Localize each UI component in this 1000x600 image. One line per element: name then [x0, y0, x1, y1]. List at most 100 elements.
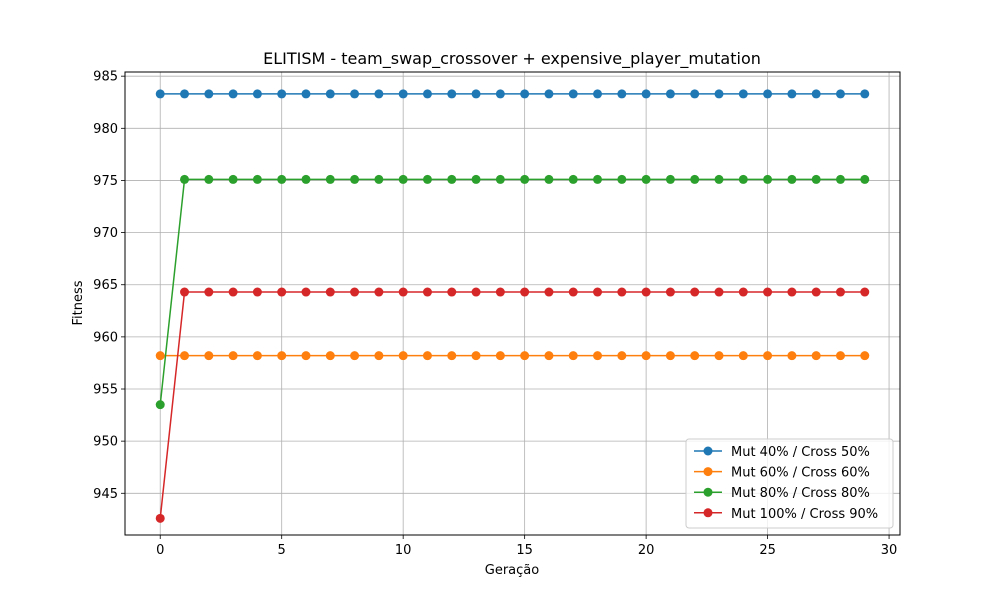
data-point	[641, 287, 651, 297]
data-point	[398, 287, 408, 297]
data-point	[811, 89, 821, 99]
data-point	[422, 287, 432, 297]
data-point	[520, 89, 530, 99]
y-tick-label: 980	[93, 122, 118, 137]
legend-swatch-marker	[703, 487, 713, 497]
data-point	[593, 287, 603, 297]
data-point	[422, 89, 432, 99]
series-3	[155, 174, 870, 410]
data-point	[228, 89, 238, 99]
data-point	[447, 174, 457, 184]
data-point	[325, 287, 335, 297]
data-point	[714, 287, 724, 297]
data-point	[228, 174, 238, 184]
y-axis-label: Fitness	[71, 280, 86, 325]
data-point	[204, 89, 214, 99]
plot-series	[155, 89, 870, 523]
legend: Mut 40% / Cross 50% Mut 60% / Cross 60% Mu…	[685, 438, 894, 529]
legend-label: Mut 40% / Cross 50%	[731, 445, 870, 460]
y-tick-label: 950	[93, 435, 118, 450]
data-point	[520, 174, 530, 184]
grid-lines	[125, 72, 900, 535]
data-point	[568, 89, 578, 99]
legend-swatch-marker	[703, 446, 713, 456]
data-point	[714, 89, 724, 99]
x-tick-label: 20	[638, 543, 655, 558]
data-point	[374, 174, 384, 184]
data-point	[301, 287, 311, 297]
data-point	[180, 351, 190, 361]
data-point	[228, 351, 238, 361]
data-point	[665, 89, 675, 99]
data-point	[350, 89, 360, 99]
data-point	[374, 351, 384, 361]
data-point	[641, 351, 651, 361]
y-tick-label: 970	[93, 226, 118, 241]
data-point	[544, 174, 554, 184]
data-point	[568, 174, 578, 184]
plot-frame	[124, 71, 901, 536]
data-point	[180, 287, 190, 297]
data-point	[738, 351, 748, 361]
y-tick-label: 945	[93, 487, 118, 502]
data-point	[617, 287, 627, 297]
data-point	[155, 400, 165, 410]
data-point	[155, 89, 165, 99]
y-tick-label: 955	[93, 383, 118, 398]
y-tick-label: 965	[93, 278, 118, 293]
data-point	[228, 287, 238, 297]
data-point	[835, 89, 845, 99]
data-point	[860, 351, 870, 361]
data-point	[714, 174, 724, 184]
data-point	[301, 174, 311, 184]
x-tick-label: 25	[759, 543, 776, 558]
data-point	[325, 351, 335, 361]
y-tick-label: 985	[93, 70, 118, 85]
chart-title: ELITISM - team_swap_crossover + expensiv…	[263, 49, 761, 69]
data-point	[204, 174, 214, 184]
data-point	[277, 287, 287, 297]
data-point	[544, 287, 554, 297]
data-point	[495, 89, 505, 99]
x-tick-label: 15	[516, 543, 533, 558]
data-point	[763, 287, 773, 297]
data-point	[252, 351, 262, 361]
data-point	[738, 174, 748, 184]
data-point	[398, 89, 408, 99]
data-point	[155, 513, 165, 523]
legend-label: Mut 100% / Cross 90%	[731, 507, 878, 522]
y-tick-label: 960	[93, 330, 118, 345]
data-point	[204, 351, 214, 361]
data-point	[447, 351, 457, 361]
data-point	[811, 287, 821, 297]
data-point	[520, 351, 530, 361]
data-point	[447, 287, 457, 297]
x-axis-label: Geração	[485, 563, 539, 578]
data-point	[447, 89, 457, 99]
data-point	[835, 174, 845, 184]
data-point	[204, 287, 214, 297]
legend-box	[685, 438, 894, 529]
data-point	[422, 351, 432, 361]
data-point	[787, 287, 797, 297]
data-point	[471, 287, 481, 297]
data-point	[690, 287, 700, 297]
data-point	[641, 174, 651, 184]
axis-ticks: 0 5 10 15 20 25 30 945 950 955 960 965 970 975 980 985	[93, 70, 897, 558]
data-point	[325, 89, 335, 99]
x-tick-label: 5	[278, 543, 286, 558]
data-point	[422, 174, 432, 184]
data-point	[617, 89, 627, 99]
data-point	[277, 351, 287, 361]
data-point	[738, 287, 748, 297]
data-point	[738, 89, 748, 99]
data-point	[593, 351, 603, 361]
data-point	[811, 174, 821, 184]
data-point	[155, 351, 165, 361]
legend-swatch-marker	[703, 467, 713, 477]
x-tick-label: 0	[156, 543, 164, 558]
legend-label: Mut 80% / Cross 80%	[731, 486, 870, 501]
data-point	[495, 287, 505, 297]
x-tick-label: 10	[395, 543, 412, 558]
data-point	[665, 351, 675, 361]
